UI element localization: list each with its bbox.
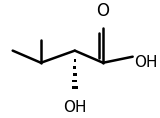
Polygon shape bbox=[72, 86, 78, 89]
Polygon shape bbox=[72, 80, 77, 82]
Text: OH: OH bbox=[134, 55, 158, 70]
Text: O: O bbox=[96, 2, 110, 20]
Text: OH: OH bbox=[63, 100, 87, 115]
Polygon shape bbox=[73, 66, 76, 69]
Polygon shape bbox=[73, 73, 77, 76]
Polygon shape bbox=[74, 59, 76, 62]
